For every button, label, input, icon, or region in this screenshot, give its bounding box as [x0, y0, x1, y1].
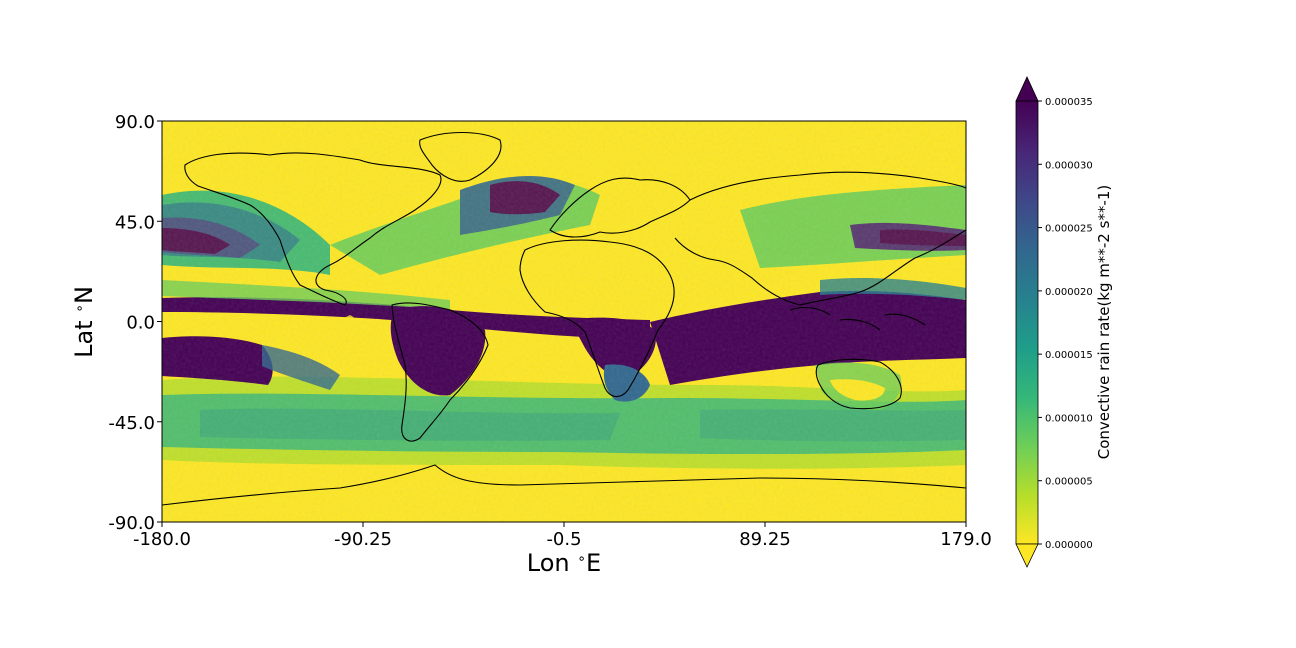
coastline-antarctica: [162, 464, 966, 506]
colorbar-tick-label: 0.000005: [1045, 477, 1093, 488]
x-tick-label: -90.25: [334, 529, 392, 550]
colorbar: 0.000000 0.000005 0.000010 0.000015 0.000020…: [1015, 76, 1113, 568]
y-axis: 90.0 45.0 0.0 -45.0 -90.0: [108, 112, 162, 534]
coastline-africa: [519, 239, 675, 398]
colorbar-body: [1015, 100, 1039, 545]
colorbar-extend-max: [1015, 76, 1039, 102]
coastline-asia: [674, 171, 966, 306]
coastline-greenland: [419, 131, 502, 182]
x-tick-label: -0.5: [546, 529, 581, 550]
y-tick-label: -45.0: [108, 413, 155, 434]
colorbar-ticks: 0.000000 0.000005 0.000010 0.000015 0.000020…: [1038, 97, 1093, 551]
x-axis-label: Lon ∘E: [527, 549, 601, 577]
colorbar-tick-label: 0.000010: [1045, 413, 1093, 424]
x-axis: -180.0 -90.25 -0.5 89.25 179.0: [133, 522, 992, 550]
precipitation-field: [162, 121, 966, 522]
coastline-south-america: [391, 302, 489, 442]
x-tick-label: -180.0: [133, 529, 191, 550]
colorbar-tick-label: 0.000020: [1045, 287, 1093, 298]
coastline-australia: [815, 358, 902, 410]
colorbar-tick-label: 0.000030: [1045, 160, 1093, 171]
y-axis-label: Lat ∘N: [70, 286, 98, 358]
y-tick-label: 45.0: [115, 212, 155, 233]
x-tick-label: 89.25: [739, 529, 791, 550]
colorbar-label: Convective rain rate(kg m**-2 s**-1): [1095, 185, 1113, 460]
coastline-north-america: [184, 152, 442, 306]
x-tick-label: 179.0: [940, 529, 992, 550]
coastlines: [162, 131, 966, 506]
colorbar-tick-label: 0.000035: [1045, 97, 1093, 108]
y-tick-label: -90.0: [108, 513, 155, 534]
colorbar-tick-label: 0.000025: [1045, 224, 1093, 235]
colorbar-tick-label: 0.000015: [1045, 350, 1093, 361]
colorbar-extend-min: [1015, 543, 1039, 568]
coastline-se-asia-islands: [789, 306, 926, 331]
y-tick-label: 90.0: [115, 112, 155, 133]
y-tick-label: 0.0: [126, 313, 155, 334]
colorbar-tick-label: 0.000000: [1045, 540, 1093, 551]
